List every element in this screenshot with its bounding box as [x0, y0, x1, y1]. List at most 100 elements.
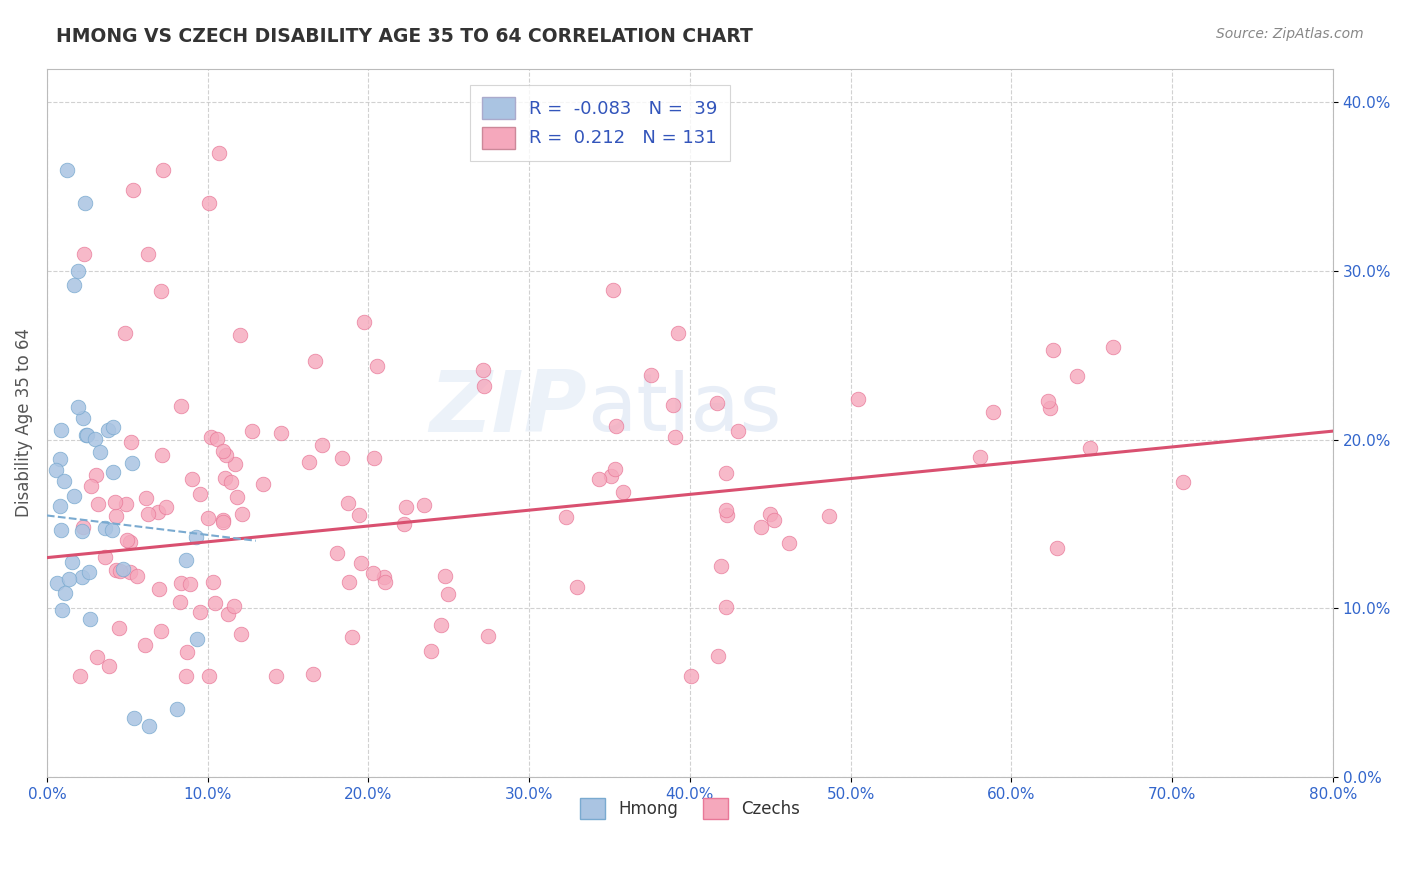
- Point: [190, 487, 212, 501]
- Point: [127, 568, 149, 582]
- Point: [84, 433, 107, 447]
- Point: [121, 456, 143, 470]
- Point: [605, 419, 627, 434]
- Text: ZIP: ZIP: [429, 367, 586, 450]
- Point: [1046, 541, 1069, 555]
- Point: [204, 596, 226, 610]
- Point: [330, 450, 353, 465]
- Point: [231, 507, 253, 521]
- Point: [1042, 343, 1064, 357]
- Point: [679, 668, 702, 682]
- Point: [200, 430, 222, 444]
- Point: [124, 711, 146, 725]
- Point: [264, 668, 287, 682]
- Point: [437, 587, 460, 601]
- Point: [846, 392, 869, 407]
- Point: [49, 523, 72, 537]
- Point: [73, 247, 96, 261]
- Point: [135, 491, 157, 505]
- Point: [75, 196, 97, 211]
- Point: [117, 533, 139, 547]
- Point: [179, 576, 201, 591]
- Point: [602, 283, 624, 297]
- Point: [1171, 475, 1194, 489]
- Point: [215, 448, 238, 462]
- Point: [373, 569, 395, 583]
- Point: [477, 630, 499, 644]
- Point: [714, 599, 737, 614]
- Legend: Hmong, Czechs: Hmong, Czechs: [574, 791, 807, 825]
- Point: [86, 650, 108, 665]
- Point: [226, 490, 249, 504]
- Point: [217, 607, 239, 621]
- Point: [758, 508, 780, 522]
- Point: [666, 326, 689, 340]
- Point: [104, 494, 127, 508]
- Point: [45, 576, 67, 591]
- Point: [66, 401, 89, 415]
- Point: [120, 535, 142, 549]
- Point: [148, 582, 170, 596]
- Point: [229, 327, 252, 342]
- Point: [567, 580, 589, 594]
- Point: [337, 496, 360, 510]
- Point: [89, 445, 111, 459]
- Point: [1066, 369, 1088, 384]
- Point: [198, 668, 221, 682]
- Point: [420, 644, 443, 658]
- Point: [134, 638, 156, 652]
- Point: [169, 595, 191, 609]
- Point: [1039, 401, 1062, 415]
- Point: [749, 520, 772, 534]
- Point: [79, 612, 101, 626]
- Point: [208, 145, 231, 160]
- Y-axis label: Disability Age 35 to 64: Disability Age 35 to 64: [15, 328, 32, 517]
- Point: [138, 719, 160, 733]
- Point: [104, 563, 127, 577]
- Point: [340, 630, 363, 644]
- Point: [640, 368, 662, 383]
- Point: [120, 434, 142, 449]
- Point: [298, 455, 321, 469]
- Point: [101, 523, 124, 537]
- Point: [969, 450, 991, 464]
- Point: [53, 586, 76, 600]
- Point: [58, 572, 80, 586]
- Point: [86, 467, 108, 482]
- Point: [112, 562, 135, 576]
- Point: [63, 490, 86, 504]
- Point: [211, 513, 233, 527]
- Point: [49, 423, 72, 437]
- Point: [714, 502, 737, 516]
- Point: [80, 479, 103, 493]
- Point: [45, 463, 67, 477]
- Point: [302, 667, 325, 681]
- Point: [347, 508, 370, 522]
- Point: [588, 472, 610, 486]
- Point: [174, 668, 197, 682]
- Point: [149, 285, 172, 299]
- Point: [603, 462, 626, 476]
- Point: [664, 430, 686, 444]
- Point: [93, 521, 115, 535]
- Point: [75, 428, 97, 442]
- Point: [122, 183, 145, 197]
- Point: [353, 315, 375, 329]
- Point: [304, 353, 326, 368]
- Point: [69, 668, 91, 682]
- Point: [600, 469, 623, 483]
- Point: [392, 517, 415, 532]
- Point: [170, 399, 193, 413]
- Point: [70, 524, 93, 538]
- Point: [136, 247, 159, 261]
- Point: [77, 565, 100, 579]
- Point: [76, 428, 98, 442]
- Point: [212, 443, 235, 458]
- Text: Source: ZipAtlas.com: Source: ZipAtlas.com: [1216, 27, 1364, 41]
- Point: [363, 451, 385, 466]
- Point: [51, 603, 73, 617]
- Point: [366, 359, 388, 373]
- Point: [270, 425, 292, 440]
- Point: [240, 425, 263, 439]
- Point: [337, 574, 360, 589]
